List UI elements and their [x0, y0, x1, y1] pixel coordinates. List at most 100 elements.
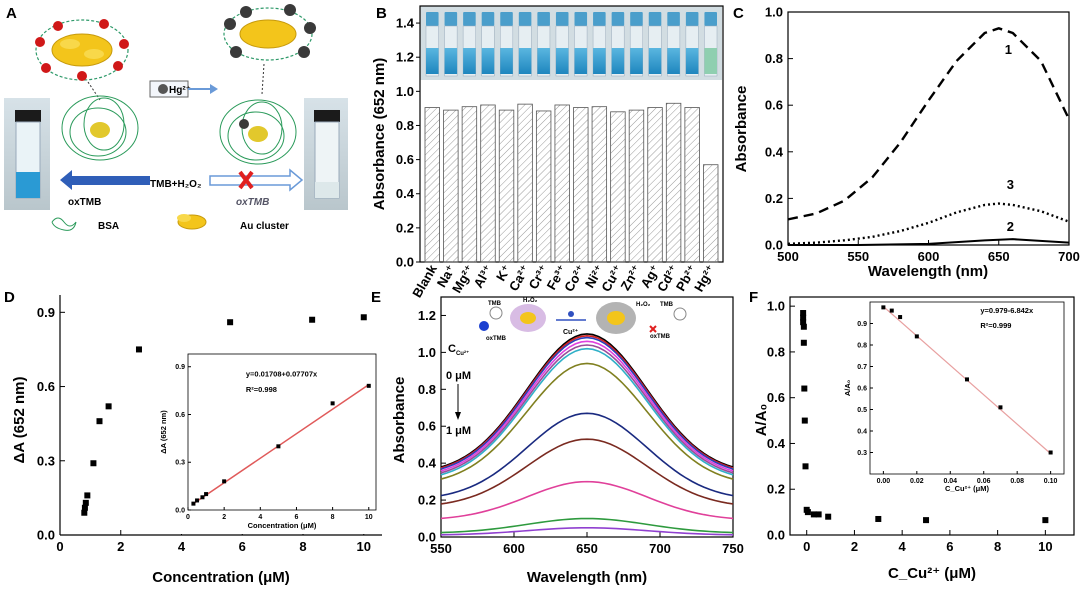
data-point — [227, 319, 234, 326]
y-tick-label: 0.0 — [767, 528, 785, 543]
x-tick-label: 0 — [186, 514, 190, 521]
absorbance-curve-c8 — [440, 412, 734, 497]
bsa-protein-left — [61, 95, 139, 161]
bar — [498, 109, 515, 263]
absorbance-curve-c12 — [440, 526, 734, 536]
conc-label: CCu²⁺ — [448, 343, 469, 357]
vial-solution — [444, 48, 458, 74]
vial-cap — [537, 12, 550, 26]
inset-x-axis-title: C_Cu²⁺ (μM) — [945, 484, 989, 493]
bar — [665, 102, 682, 263]
y-tick-label: 0.6 — [418, 419, 436, 434]
bar — [573, 107, 589, 263]
y-tick-label: 0.6 — [175, 412, 185, 419]
panel-c-line-chart: C 500 550 600 650 700 0.0 0.2 0.4 0.6 0.8 1.0 Wavel… — [733, 5, 1080, 281]
right-product-label: oxTMB — [236, 197, 269, 208]
y-axis-title: Absorbance (652 nm) — [371, 58, 388, 211]
x-tick-label: 10 — [1038, 539, 1052, 554]
oxtmb-label-right: oxTMB — [650, 334, 671, 340]
bar — [610, 111, 626, 263]
plot-frame — [419, 5, 724, 263]
plot-frame — [187, 353, 377, 511]
panel-f-scatter-chart: F 0 2 4 6 8 10 0.0 0.2 0.4 0.6 0.8 1.0 C_Cu²⁺ (μM) A/… — [749, 289, 1075, 582]
schematic-legend: BSA Au cluster — [51, 214, 289, 232]
x-tick-label: 8 — [299, 539, 306, 554]
data-point — [801, 385, 808, 392]
series-label-2: 2 — [1007, 219, 1014, 234]
vial-cap — [593, 12, 606, 26]
data-point — [800, 310, 807, 317]
x-tick-label: 2 — [851, 539, 858, 554]
bar — [517, 103, 533, 263]
x-tick-label: 550 — [847, 249, 869, 264]
y-tick-label: 0.8 — [418, 382, 436, 397]
plot-frame — [789, 296, 1075, 536]
x-tick-label: 600 — [503, 541, 525, 556]
fit-equation: y=0.979-6.842x — [980, 306, 1034, 315]
y-tick-label: 0.6 — [767, 390, 785, 405]
inset-data-point — [898, 315, 903, 320]
x-tick-label: 500 — [777, 249, 799, 264]
absorbance-curve-c6 — [440, 347, 734, 476]
x-tick-label: 2 — [117, 539, 124, 554]
vial-cap — [426, 12, 439, 26]
vial-solution — [537, 48, 550, 74]
au-cluster-complex-left — [35, 19, 129, 81]
y-tick-label: 0.2 — [767, 482, 785, 497]
x-category-label: Hg²⁺ — [691, 262, 718, 294]
fit-r-squared: R²=0.999 — [980, 321, 1011, 330]
y-tick-label: 1.2 — [396, 50, 414, 65]
y-tick-label: 0.3 — [37, 453, 55, 468]
data-point — [81, 509, 88, 516]
inset-data-point — [366, 383, 371, 388]
x-tick-label: 0.02 — [910, 478, 924, 485]
vial-cap — [630, 12, 643, 26]
reaction-label: TMB+H₂O₂ — [150, 179, 201, 190]
vial-cap — [518, 12, 532, 26]
x-tick-label: 650 — [988, 249, 1010, 264]
x-tick-label: 0.10 — [1044, 478, 1058, 485]
y-tick-label: 0.9 — [857, 321, 867, 328]
y-tick-label: 1.4 — [396, 16, 415, 31]
panel-b-bar-chart: B 0.0 0.2 0.4 0.6 0.8 1.0 1.2 1.4 Absorbance (65… — [371, 5, 724, 300]
panel-label-f: F — [749, 289, 758, 306]
inset-y-axis-title: ΔA (652 nm) — [159, 410, 168, 454]
bar — [647, 107, 663, 263]
vial-cap — [555, 12, 569, 26]
conc-start-label: 0 μM — [446, 370, 471, 382]
y-tick-label: 0.3 — [175, 460, 185, 467]
oxtmb-label-left: oxTMB — [486, 336, 507, 342]
data-point — [84, 492, 91, 499]
y-tick-label: 1.0 — [396, 84, 414, 99]
x-tick-label: 550 — [430, 541, 452, 556]
y-axis-title: A/A₀ — [753, 404, 770, 437]
absorbance-curve-c3 — [440, 336, 734, 470]
data-point — [135, 346, 142, 353]
data-point — [360, 314, 367, 321]
data-point — [800, 323, 807, 330]
x-tick-label: 700 — [649, 541, 671, 556]
y-tick-label: 0.0 — [396, 255, 414, 270]
y-axis-title: Absorbance — [391, 377, 408, 464]
y-tick-label: 0.3 — [857, 450, 867, 457]
vial-solution — [518, 48, 532, 74]
x-tick-label: 6 — [295, 514, 299, 521]
vial-solution — [593, 48, 606, 74]
absorbance-curve-c10 — [440, 480, 734, 520]
inset-background — [842, 298, 1070, 494]
y-tick-label: 0.2 — [418, 493, 436, 508]
data-point — [1042, 517, 1049, 524]
y-tick-label: 1.0 — [767, 299, 785, 314]
x-tick-label: 0.04 — [943, 478, 957, 485]
panel-label-d: D — [4, 289, 15, 306]
absorbance-curve-c2 — [440, 334, 734, 469]
au-cluster-complex-right — [223, 4, 316, 61]
vial-row-photo — [420, 6, 722, 80]
y-tick-label: 0.6 — [857, 386, 867, 393]
y-tick-label: 0.5 — [857, 407, 867, 414]
bar — [424, 107, 440, 263]
inset-data-point — [204, 492, 209, 497]
x-tick-label: 0.08 — [1010, 478, 1024, 485]
x-tick-label: 750 — [722, 541, 744, 556]
series-label-1: 1 — [1005, 42, 1012, 57]
